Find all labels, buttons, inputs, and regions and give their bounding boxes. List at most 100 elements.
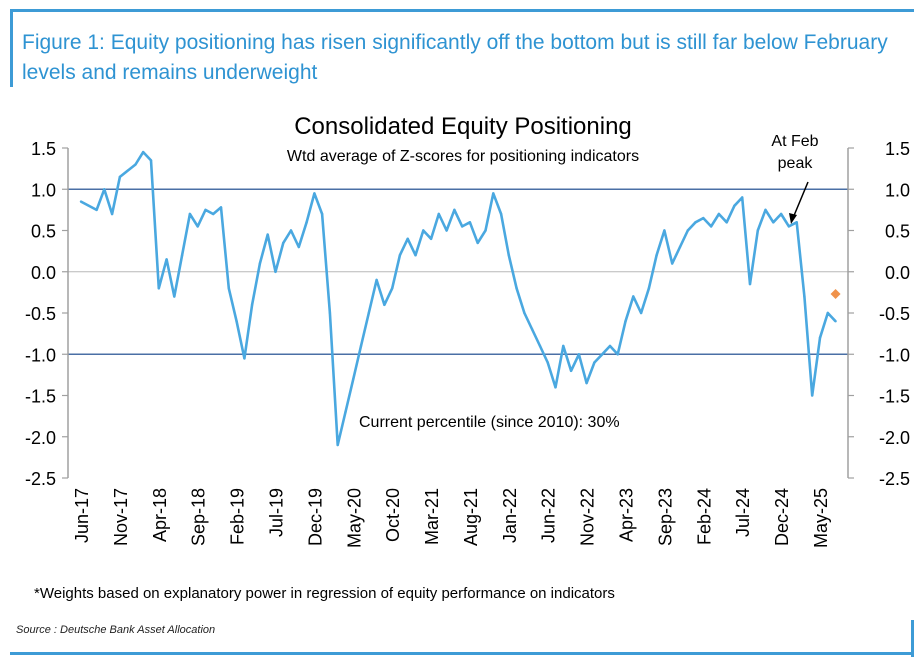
data-point bbox=[585, 381, 588, 385]
data-point bbox=[826, 311, 829, 315]
data-point bbox=[320, 212, 324, 216]
x-tick-label: May-20 bbox=[344, 488, 364, 548]
x-tick-label: Jul-19 bbox=[266, 488, 286, 537]
data-point bbox=[811, 394, 814, 397]
y-tick-label-right: -1.0 bbox=[879, 345, 910, 365]
y-tick-label-right: 0.0 bbox=[885, 263, 910, 283]
frame-right-border bbox=[911, 620, 914, 657]
chart-subtitle: Wtd average of Z-scores for positioning … bbox=[287, 148, 639, 165]
y-tick-label-right: -0.5 bbox=[879, 304, 910, 324]
data-point bbox=[741, 196, 744, 199]
chart-footnote: *Weights based on explanatory power in r… bbox=[34, 585, 615, 602]
data-point bbox=[266, 233, 269, 236]
y-tick-label-left: 0.0 bbox=[31, 263, 56, 283]
data-point bbox=[344, 410, 347, 414]
x-tick-label: Mar-21 bbox=[422, 488, 442, 545]
data-point bbox=[313, 192, 316, 195]
data-point bbox=[515, 287, 518, 290]
data-point bbox=[787, 225, 791, 228]
data-point bbox=[756, 229, 759, 232]
data-point bbox=[406, 237, 409, 240]
feb-peak-annotation-line: peak bbox=[778, 155, 814, 172]
data-point bbox=[531, 328, 534, 331]
data-point bbox=[484, 229, 487, 232]
x-tick-label: Apr-23 bbox=[617, 488, 637, 542]
frame-bottom-border bbox=[10, 652, 914, 655]
percentile-annotation: Current percentile (since 2010): 30% bbox=[359, 414, 620, 431]
x-tick-label: Nov-22 bbox=[578, 488, 598, 546]
series-line bbox=[80, 150, 837, 447]
y-tick-label-left: -0.5 bbox=[25, 304, 56, 324]
y-tick-label-right: 0.5 bbox=[885, 222, 910, 242]
data-point bbox=[593, 361, 596, 364]
x-tick-label: Sep-18 bbox=[189, 488, 209, 546]
data-point bbox=[352, 377, 355, 381]
data-point bbox=[414, 254, 417, 257]
data-point bbox=[461, 225, 464, 228]
x-tick-label: Jun-17 bbox=[72, 488, 92, 543]
data-point bbox=[639, 311, 643, 315]
data-point bbox=[453, 208, 456, 212]
data-point bbox=[616, 353, 619, 356]
data-point bbox=[647, 287, 651, 290]
data-point bbox=[212, 212, 215, 216]
data-point bbox=[134, 163, 137, 166]
data-point bbox=[678, 245, 682, 249]
data-point bbox=[204, 208, 207, 212]
data-point bbox=[717, 212, 721, 216]
data-point bbox=[429, 237, 433, 240]
x-tick-label: Jan-22 bbox=[500, 488, 520, 543]
data-point bbox=[157, 287, 160, 290]
data-point bbox=[476, 241, 479, 245]
x-tick-label: May-25 bbox=[811, 488, 831, 548]
data-point bbox=[173, 295, 176, 298]
data-point bbox=[709, 225, 713, 228]
data-point bbox=[367, 311, 370, 315]
data-point bbox=[569, 369, 573, 372]
latest-value-marker bbox=[830, 289, 841, 300]
feb-peak-arrow bbox=[792, 181, 809, 219]
data-point bbox=[196, 225, 199, 228]
y-tick-label-right: -2.0 bbox=[879, 428, 910, 448]
data-point bbox=[499, 212, 503, 216]
data-point bbox=[188, 212, 192, 216]
data-point bbox=[748, 282, 752, 286]
x-tick-label: Apr-18 bbox=[150, 488, 170, 542]
x-tick-label: Feb-19 bbox=[228, 488, 248, 545]
data-point bbox=[663, 229, 666, 232]
figure-title: Figure 1: Equity positioning has risen s… bbox=[22, 31, 888, 84]
x-tick-label: Dec-19 bbox=[305, 488, 325, 546]
y-tick-label-left: 0.5 bbox=[31, 222, 56, 242]
data-point bbox=[834, 320, 837, 323]
data-point bbox=[686, 229, 689, 232]
data-point bbox=[149, 159, 153, 162]
data-point bbox=[95, 208, 98, 212]
y-tick-label-right: 1.0 bbox=[885, 180, 910, 200]
y-tick-label-left: 1.5 bbox=[31, 139, 56, 159]
data-point bbox=[733, 204, 736, 207]
data-point bbox=[328, 311, 332, 315]
x-tick-label: Jul-24 bbox=[733, 488, 753, 537]
data-point bbox=[142, 150, 145, 154]
data-point bbox=[655, 254, 658, 257]
data-point bbox=[632, 295, 635, 298]
data-point bbox=[243, 357, 246, 360]
data-point bbox=[336, 443, 339, 447]
feb-peak-arrowhead bbox=[789, 213, 797, 224]
data-point bbox=[103, 188, 106, 191]
x-tick-label: Sep-23 bbox=[655, 488, 675, 546]
data-point bbox=[165, 258, 168, 261]
feb-peak-annotation: At Feb peak bbox=[771, 133, 818, 172]
data-point bbox=[398, 254, 402, 257]
x-tick-label: Nov-17 bbox=[111, 488, 131, 546]
y-tick-label-left: -2.5 bbox=[25, 469, 56, 489]
data-point bbox=[702, 216, 705, 220]
y-tick-label-right: -2.5 bbox=[879, 469, 910, 489]
source-note: Source : Deutsche Bank Asset Allocation bbox=[16, 624, 216, 636]
data-point bbox=[305, 221, 308, 224]
x-tick-label: Feb-24 bbox=[694, 488, 714, 545]
data-point bbox=[507, 254, 510, 257]
data-point bbox=[258, 262, 262, 265]
data-point bbox=[359, 344, 363, 348]
data-point bbox=[227, 287, 230, 290]
